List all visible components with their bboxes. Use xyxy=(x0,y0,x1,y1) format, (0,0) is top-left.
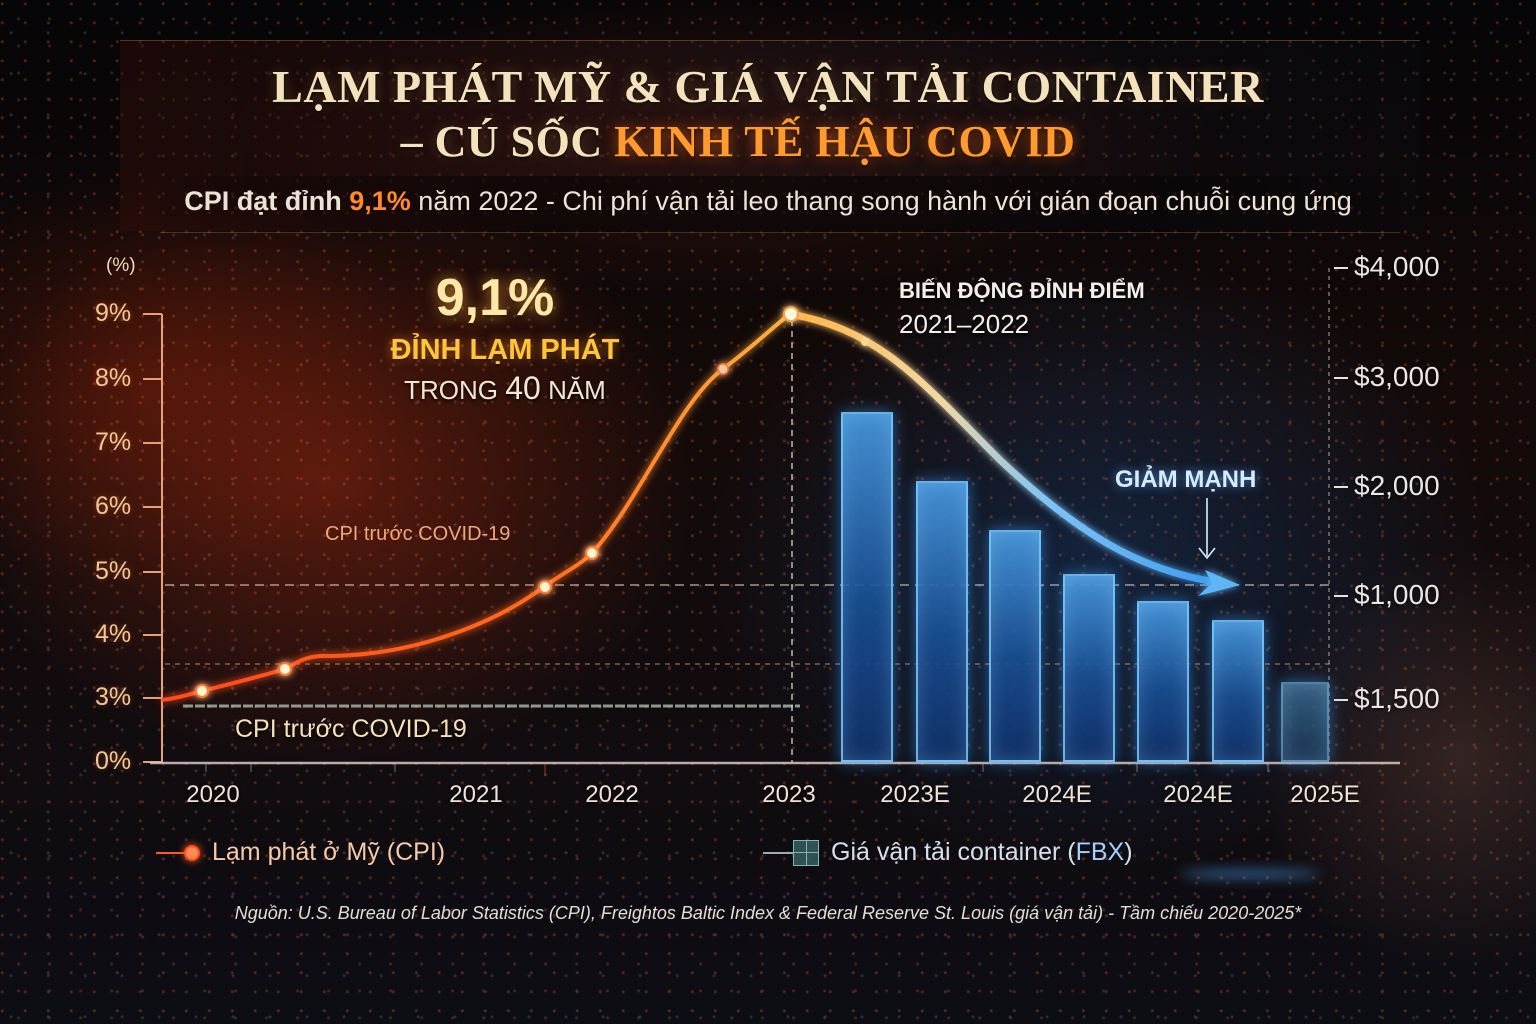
fbx-bar xyxy=(1281,682,1329,762)
x-label: 2023 xyxy=(762,781,816,808)
left-axis-label-9: 9% xyxy=(95,299,132,327)
peak-sub-callout: TRONG 40 NĂM xyxy=(355,370,655,407)
legend-fbx-prefix: Giá vận tải container ( xyxy=(831,838,1076,866)
left-axis-label-3: 3% xyxy=(95,683,132,711)
left-axis-label-6: 6% xyxy=(95,492,132,520)
subtitle-number: 9,1% xyxy=(349,186,411,216)
legend-cpi-line-icon xyxy=(156,851,186,854)
peak-value-callout: 9,1% xyxy=(435,269,555,327)
legend-cpi-label: Lạm phát ở Mỹ (CPI) xyxy=(212,838,446,866)
legend-fbx-bar-icon xyxy=(793,839,819,866)
legend-fbx-line-icon xyxy=(763,851,793,854)
legend-fbx: Giá vận tải container (FBX) xyxy=(763,838,1133,867)
subtitle-rest: năm 2022 - Chi phí vận tải leo thang son… xyxy=(410,186,1352,216)
x-label: 2020 xyxy=(186,781,240,808)
right-axis-label-3000: $3,000 xyxy=(1354,361,1440,392)
peak-title-callout: ĐỈNH LẠM PHÁT xyxy=(390,334,620,366)
x-label: 2022 xyxy=(585,781,639,808)
right-axis-label-2000: $2,000 xyxy=(1354,470,1440,501)
title-line-1: LẠM PHÁT MỸ & GIÁ VẬN TẢI CONTAINER xyxy=(272,61,1264,112)
right-axis-label-1500: $1,500 xyxy=(1354,683,1440,714)
left-axis-label-4: 4% xyxy=(95,620,132,648)
drop-label: GIẢM MẠNH xyxy=(1115,466,1257,493)
legend-fbx-abbr: FBX xyxy=(1075,838,1125,866)
legend-fbx-suffix: ) xyxy=(1124,838,1133,866)
peak-sub-prefix: TRONG xyxy=(404,375,506,405)
legend-cpi-dot-icon xyxy=(184,844,200,861)
volatility-title: BIẾN ĐỘNG ĐỈNH ĐIỂM xyxy=(899,278,1145,303)
title-highlight: KINH TẾ HẬU COVID xyxy=(614,117,1076,166)
peak-sub-suffix: NĂM xyxy=(540,375,606,405)
x-label: 2023E xyxy=(880,781,950,808)
header-band xyxy=(120,40,1420,231)
right-axis-ticks xyxy=(1334,267,1348,701)
subtitle: CPI đạt đỉnh 9,1% năm 2022 - Chi phí vận… xyxy=(0,186,1536,217)
decorative-glow xyxy=(1180,870,1320,878)
drop-pointer-arrow-icon xyxy=(1198,547,1216,560)
left-axis-label-7: 7% xyxy=(95,428,132,456)
left-axis-unit: (%) xyxy=(106,255,136,276)
x-axis-ticks xyxy=(205,764,1269,776)
subtitle-bold: CPI đạt đỉnh xyxy=(184,186,350,216)
decline-arrow xyxy=(786,310,1219,586)
fbx-bar xyxy=(1137,601,1189,762)
fbx-bar xyxy=(989,530,1041,762)
x-label: 2025E xyxy=(1290,781,1360,808)
title-line-2: – CÚ SỐC KINH TẾ HẬU COVID xyxy=(0,116,1506,167)
left-axis-label-0: 0% xyxy=(95,747,132,775)
cpi-line xyxy=(161,312,792,702)
left-axis-label-5: 5% xyxy=(95,557,132,585)
title-line-2-prefix: – CÚ SỐC xyxy=(400,117,615,166)
left-axis xyxy=(143,313,163,763)
peak-sub-number: 40 xyxy=(505,370,541,406)
subtitle-bar xyxy=(160,176,1400,233)
fbx-bar xyxy=(916,481,968,762)
x-label: 2024E xyxy=(1022,781,1092,808)
precovid-label-upper: CPI trước COVID-19 xyxy=(325,523,511,545)
decline-arrowhead-icon xyxy=(1198,570,1240,596)
volatility-years: 2021–2022 xyxy=(899,309,1030,339)
right-axis-label-4000: $4,000 xyxy=(1354,251,1440,282)
fbx-bar xyxy=(841,412,893,762)
legend-fbx-label: Giá vận tải container (FBX) xyxy=(831,838,1133,867)
cpi-points xyxy=(195,306,869,698)
precovid-label-lower: CPI trước COVID-19 xyxy=(235,715,467,743)
x-label: 2024E xyxy=(1163,781,1233,808)
left-axis-label-8: 8% xyxy=(95,364,132,392)
fbx-bar xyxy=(1212,620,1264,762)
fbx-bar xyxy=(1063,574,1115,762)
right-axis-label-1000: $1,000 xyxy=(1354,579,1440,610)
legend-cpi: Lạm phát ở Mỹ (CPI) xyxy=(156,838,445,867)
x-label: 2021 xyxy=(449,781,503,808)
source-note: Nguồn: U.S. Bureau of Labor Statistics (… xyxy=(234,903,1302,923)
